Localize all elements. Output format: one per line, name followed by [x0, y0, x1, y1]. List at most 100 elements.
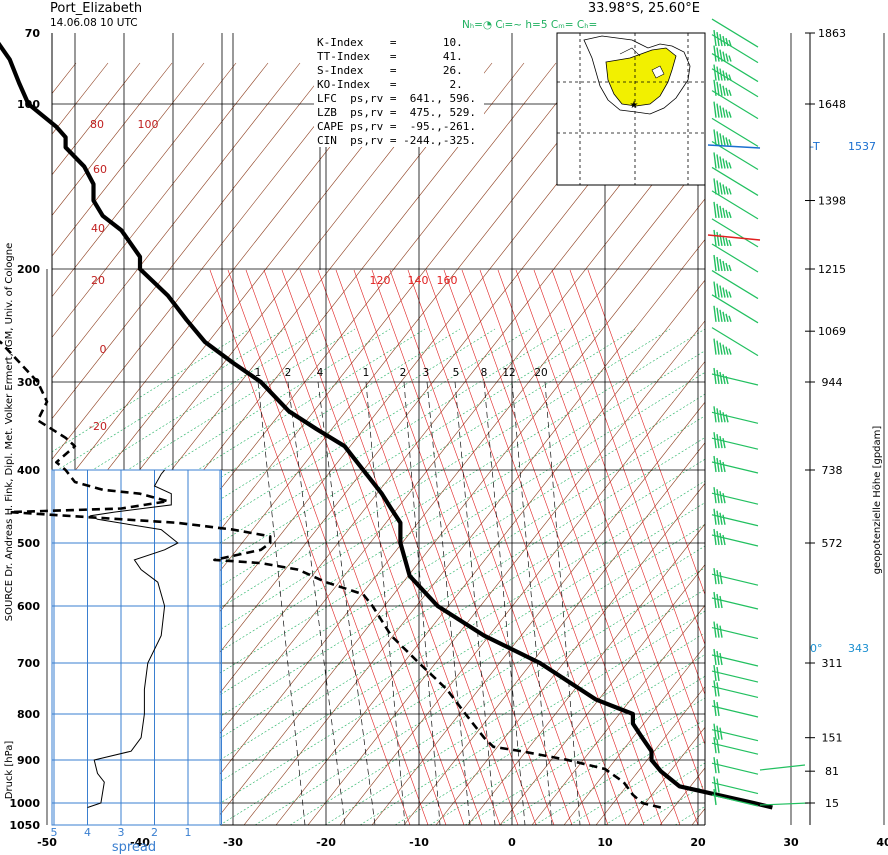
isotherm-line: [52, 328, 671, 713]
isotherm-line: [815, 329, 888, 825]
pressure-tick-label: 200: [17, 263, 40, 276]
temperature-tick-label: 0: [508, 836, 516, 849]
station-star-icon: ★: [630, 100, 639, 111]
isotherm-line: [52, 328, 286, 474]
dry-adiabat-line: [339, 360, 705, 825]
lzb-value: LZB ps,rv = 475., 529.: [317, 106, 476, 119]
isotherm-line: [52, 328, 705, 735]
wind-barb: [711, 34, 759, 64]
isotherm-line: [359, 610, 705, 825]
dry-adiabat-line: [884, 63, 888, 825]
isotherm-line: [429, 654, 705, 825]
wind-barb: [711, 568, 759, 586]
y-axis-label: Druck [hPa]: [4, 741, 15, 800]
dry-adiabat-line: [52, 62, 461, 582]
spread-grid: [51, 469, 222, 826]
ko-index: KO-Index = 2.: [317, 78, 463, 91]
temperature-tick-label: 30: [783, 836, 799, 849]
dry-adiabat-line: [275, 279, 705, 825]
temperature-profile-line: [0, 41, 773, 810]
mixing-ratio-line: [403, 381, 441, 825]
wind-barb: [711, 406, 759, 424]
south-africa-land: [605, 47, 677, 107]
mixing-ratio-line: [511, 381, 553, 825]
cloud-legend: Nₕ=◔ Cₗ=~ h=5 Cₘ= Cₕ=: [462, 19, 597, 31]
africa-coastline: [583, 35, 691, 115]
isotherm-line: [780, 329, 888, 825]
isotherm-line: [184, 502, 705, 825]
dry-adiabats: [52, 62, 888, 825]
spread-tick-label: 3: [118, 826, 125, 839]
height-tick-label: 311: [822, 657, 843, 670]
dry-adiabat-line: [179, 157, 705, 825]
dry-adiabat-line: [724, 63, 888, 825]
red-wind-barb: [707, 234, 761, 241]
pressure-tick-label: 900: [17, 754, 40, 767]
stability-indices-box: K-Index = 10. TT-Index = 41. S-Index = 2…: [314, 33, 484, 147]
cin-value: CIN ps,rv = -244.,-325.: [317, 134, 476, 147]
wind-barb: [711, 487, 759, 505]
height-tick-label: 944: [822, 376, 843, 389]
dry-adiabat-label: 60: [93, 163, 107, 176]
moist-adiabat-line: [263, 269, 465, 825]
pressure-tick-label: 1050: [9, 819, 40, 832]
spread-axis-label: spread: [112, 840, 156, 855]
height-tick-label: 81: [825, 765, 839, 778]
tropopause-barb: [707, 144, 761, 149]
mixing-ratio-line: [317, 381, 376, 825]
moist-adiabat-line: [317, 269, 519, 825]
mixing-ratio-line: [454, 381, 496, 825]
wind-barb: [711, 294, 759, 324]
wind-barb: [711, 737, 759, 755]
temperature-tick-label: -30: [223, 836, 243, 849]
moist-adiabat-line: [461, 269, 663, 825]
lesotho-shape: [651, 65, 665, 79]
location-map: ★: [556, 32, 706, 186]
wind-barb: [711, 621, 759, 640]
zero-degree-height: 343: [848, 642, 869, 655]
temperature-tick-label: 40: [876, 836, 888, 849]
height-tick-label: 15: [825, 797, 839, 810]
moist-adiabat-line: [281, 269, 483, 825]
moist-adiabat-line: [443, 269, 645, 825]
isotherm-line: [254, 545, 705, 825]
isotherm-line: [52, 328, 391, 539]
wind-barb: [711, 270, 759, 300]
pressure-tick-label: 400: [17, 464, 40, 477]
surface-wind-barb: [759, 764, 806, 771]
mixing-ratio-label: 3: [423, 367, 430, 379]
moist-adiabat-label: 120: [370, 274, 391, 287]
wind-barbs: [707, 18, 809, 807]
mixing-ratio-label: 4: [317, 367, 324, 379]
dry-adiabat-line: [563, 645, 705, 825]
spread-tick-label: 4: [84, 826, 91, 839]
isotherm-line: [52, 328, 566, 648]
mixing-ratio-label: 2: [285, 367, 292, 379]
pressure-tick-label: 100: [17, 98, 40, 111]
dry-adiabat-label: 100: [138, 118, 159, 131]
dry-adiabat-line: [243, 239, 705, 825]
height-tick-label: 1863: [818, 27, 846, 40]
dry-adiabat-line: [435, 482, 705, 825]
wind-barb: [711, 528, 759, 547]
isotherm-line: [52, 328, 601, 670]
isotherm-line: [289, 567, 705, 825]
isotherm-line: [52, 328, 636, 691]
moist-adiabat-label: 160: [437, 274, 458, 287]
isotherm-line: [674, 806, 705, 825]
moist-adiabat-line: [245, 269, 447, 825]
wind-barb: [711, 166, 759, 196]
dry-adiabat-line: [52, 62, 493, 623]
dry-adiabat-line: [756, 63, 888, 825]
wind-barb: [711, 664, 759, 683]
moist-adiabat-line: [209, 269, 411, 825]
moist-adiabat-line: [533, 269, 705, 746]
mixing-ratio-line: [365, 381, 406, 825]
dry-adiabat-label: 40: [91, 222, 105, 235]
dry-adiabat-label: -20: [89, 420, 107, 433]
spread-tick-label: 5: [51, 826, 58, 839]
observation-time: 14.06.08 10 UTC: [50, 17, 138, 29]
height-tick-label: 1398: [818, 195, 846, 208]
dry-adiabat-line: [52, 62, 173, 216]
